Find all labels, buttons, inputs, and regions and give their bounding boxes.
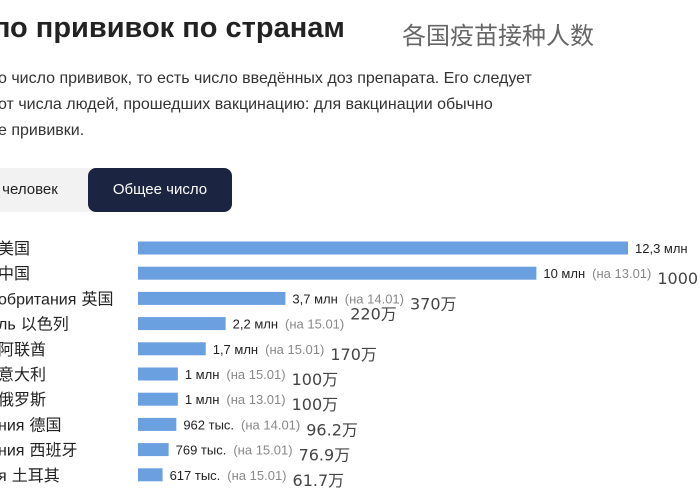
category-label: ния 德国: [0, 415, 62, 434]
category-label: 意大利: [0, 365, 46, 384]
category-label-cn: 美国: [0, 239, 30, 258]
category-label-cn: 德国: [24, 415, 61, 434]
category-label-ru: обритания: [0, 291, 76, 308]
date-label: (на 15.01): [226, 367, 285, 382]
date-label: (на 15.01): [233, 443, 292, 458]
bar: [138, 443, 169, 457]
toggle-people-button[interactable]: человек: [2, 181, 58, 198]
value-label: 1 млн: [185, 392, 220, 407]
category-label: ль 以色列: [0, 315, 69, 334]
value-label: 1,7 млн: [213, 342, 258, 357]
category-label: 阿联酋: [0, 340, 46, 359]
category-label: ния 西班牙: [0, 441, 78, 460]
value-label-cn: 76.9万: [299, 446, 351, 465]
value-label-cn: 170万: [330, 345, 377, 364]
description-line-2: от числа людей, прошедших вакцинацию: дл…: [0, 96, 493, 113]
bar: [138, 342, 206, 356]
category-label-cn: 俄罗斯: [0, 390, 46, 409]
toggle-total-button[interactable]: Общее число: [88, 168, 232, 212]
value-label-cn: 100万: [292, 370, 339, 389]
page-title-chinese: 各国疫苗接种人数: [402, 22, 594, 50]
date-label: (на 14.01): [345, 291, 404, 306]
category-label: 美国: [0, 239, 30, 258]
value-label: 962 тыс.: [183, 417, 234, 432]
bar: [138, 291, 286, 305]
category-label-ru: ния: [0, 443, 24, 460]
category-label-cn: 以色列: [16, 315, 69, 334]
view-toggle: человек Общее число: [0, 168, 232, 212]
bar: [138, 241, 628, 255]
category-label-ru: ния: [0, 417, 24, 434]
value-label-cn: 61.7万: [293, 471, 345, 490]
date-label: (на 15.01): [227, 468, 286, 483]
category-label-cn: 英国: [76, 289, 113, 308]
description-line-1: о число прививок, то есть число введённы…: [0, 70, 532, 87]
value-label: 3,7 млн: [292, 291, 337, 306]
category-label-ru: я: [0, 468, 7, 485]
value-label: 769 тыс.: [176, 443, 227, 458]
category-label-ru: ль: [0, 317, 16, 334]
date-label: (на 13.01): [592, 266, 651, 281]
bar: [138, 266, 537, 280]
value-label-cn: 96.2万: [306, 420, 358, 439]
bar: [138, 392, 178, 406]
date-label: (на 15.01): [265, 342, 324, 357]
value-label: 10 млн: [543, 266, 585, 281]
category-label-cn: 阿联酋: [0, 340, 46, 359]
category-label-cn: 土耳其: [7, 466, 60, 485]
value-label-cn: 370万: [410, 294, 457, 313]
category-label: я 土耳其: [0, 466, 60, 485]
category-label-cn: 西班牙: [24, 441, 77, 460]
value-label: 1 млн: [185, 367, 220, 382]
bar: [138, 317, 226, 331]
date-label: (на 13.01): [226, 392, 285, 407]
date-label: (на 14.01): [241, 417, 300, 432]
description-line-3: е прививки.: [0, 122, 85, 139]
category-label-cn: 意大利: [0, 365, 46, 384]
bar: [138, 417, 177, 431]
value-label-cn: 1000: [657, 269, 698, 288]
category-label: 中国: [0, 264, 30, 283]
value-label-cn: 220万: [350, 305, 397, 324]
page-title: ло прививок по странам: [0, 12, 345, 44]
value-label: 2,2 млн: [233, 317, 278, 332]
category-label: 俄罗斯: [0, 390, 46, 409]
bar: [138, 468, 163, 482]
category-label-cn: 中国: [0, 264, 30, 283]
value-label: 12,3 млн: [635, 241, 688, 256]
value-label: 617 тыс.: [170, 468, 221, 483]
value-label-cn: 100万: [292, 395, 339, 414]
category-label: обритания 英国: [0, 289, 113, 308]
bar: [138, 367, 178, 381]
date-label: (на 15.01): [285, 317, 344, 332]
